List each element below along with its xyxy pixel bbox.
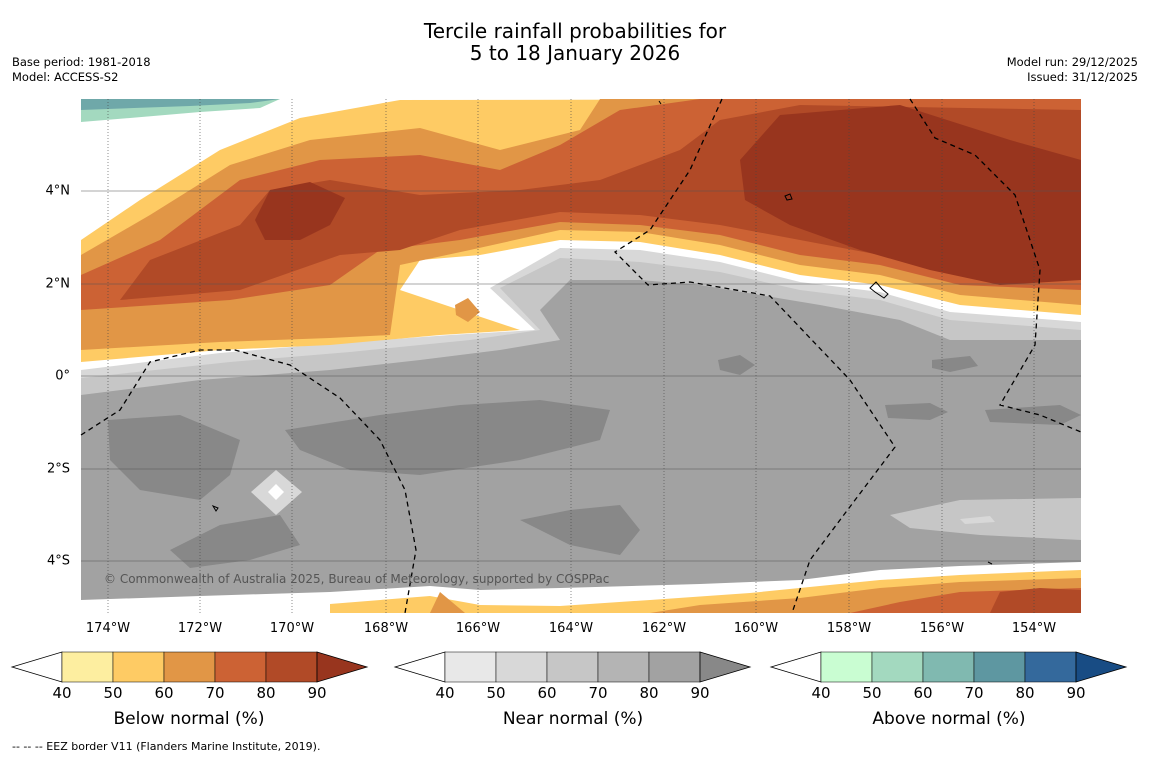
lon-label-172w: 172°W (177, 621, 223, 636)
near-normal-90-patch-5 (718, 355, 755, 375)
cb-near-tick: 90 (690, 684, 710, 702)
cb-near-swatch (495, 651, 548, 683)
colorbar-below-normal (10, 651, 369, 683)
near-normal-90-patch-7 (985, 405, 1081, 425)
issued-label: Issued: 31/12/2025 (1027, 69, 1138, 84)
bottom-below-normal-60-patch (430, 592, 465, 613)
cb-near-tick: 70 (588, 684, 608, 702)
above-normal-70-zone (81, 99, 280, 110)
model-label: Model: ACCESS-S2 (12, 69, 119, 84)
title-line-2: 5 to 18 January 2026 (469, 41, 681, 65)
cb-near-tick: 40 (435, 684, 455, 702)
lat-label-2s: 2°S (46, 461, 70, 477)
cb-near-high-arrow (699, 651, 752, 683)
lon-label-164w: 164°W (548, 621, 594, 636)
cb-above-tick: 90 (1066, 684, 1086, 702)
cb-above-tick: 50 (862, 684, 882, 702)
cb-near-swatch (597, 651, 650, 683)
metadata-right: Model run: 29/12/2025 Issued: 31/12/2025 (1007, 55, 1138, 84)
cb-near-tick: 50 (486, 684, 506, 702)
cb-near-low-arrow (393, 651, 446, 683)
above-normal-title: Above normal (%) (872, 709, 1026, 729)
no-dominant-diamond (268, 484, 284, 500)
below-normal-90-west-zone (255, 182, 345, 240)
below-normal-small-patch (455, 298, 480, 322)
cb-near-tick: 60 (537, 684, 557, 702)
colorbar-near-normal (393, 651, 752, 683)
lat-label-4s: 4°S (46, 553, 70, 569)
cb-above-swatch (922, 651, 975, 683)
near-normal-title: Near normal (%) (502, 709, 644, 729)
cb-above-tick: 70 (964, 684, 984, 702)
lon-label-174w: 174°W (85, 621, 131, 636)
copyright-notice: © Commonwealth of Australia 2025, Bureau… (104, 572, 610, 586)
cb-below-tick: 80 (256, 684, 276, 702)
cb-below-swatch (163, 651, 216, 683)
cb-below-swatch (61, 651, 114, 683)
lon-label-160w: 160°W (733, 621, 779, 636)
cb-above-swatch (820, 651, 873, 683)
base-period-label: Base period: 1981-2018 (12, 55, 151, 69)
cb-above-tick: 60 (913, 684, 933, 702)
cb-above-high-arrow (1075, 651, 1128, 683)
lat-label-equator: 0° (55, 368, 70, 384)
eez-legend-note: -- -- -- EEZ border V11 (Flanders Marine… (12, 740, 321, 753)
cb-near-swatch (546, 651, 599, 683)
lon-label-156w: 156°W (919, 621, 965, 636)
map-title: Tercile rainfall probabilities for 5 to … (0, 20, 1150, 64)
cb-below-tick: 60 (154, 684, 174, 702)
cb-near-swatch (648, 651, 701, 683)
bottom-below-normal-80-zone (990, 588, 1081, 613)
cb-below-low-arrow (10, 651, 63, 683)
cb-below-tick: 90 (307, 684, 327, 702)
below-normal-90-east-zone (740, 105, 1081, 285)
latitude-lines (81, 190, 1081, 562)
below-normal-title: Below normal (%) (113, 709, 265, 729)
lon-label-168w: 168°W (363, 621, 409, 636)
near-normal-90-patch-2 (285, 400, 610, 475)
lon-label-166w: 166°W (455, 621, 501, 636)
near-normal-90-patch-6 (885, 403, 948, 420)
cb-above-tick: 80 (1015, 684, 1035, 702)
cb-below-swatch (265, 651, 318, 683)
cb-below-tick: 40 (52, 684, 72, 702)
cb-above-swatch (1024, 651, 1077, 683)
lon-label-170w: 170°W (269, 621, 315, 636)
metadata-left: Base period: 1981-2018 Model: ACCESS-S2 (12, 55, 151, 84)
lat-label-4n: 4°N (45, 183, 71, 199)
islands (211, 100, 993, 565)
cb-above-low-arrow (769, 651, 822, 683)
lon-label-162w: 162°W (641, 621, 687, 636)
title-line-1: Tercile rainfall probabilities for (423, 19, 727, 43)
lon-label-154w: 154°W (1011, 621, 1057, 636)
cb-below-swatch (214, 651, 267, 683)
cb-near-tick: 80 (639, 684, 659, 702)
lon-label-158w: 158°W (826, 621, 872, 636)
cb-below-high-arrow (316, 651, 369, 683)
near-normal-90-patch-1 (108, 415, 240, 500)
cb-below-swatch (112, 651, 165, 683)
near-normal-90-patch-8 (932, 356, 978, 372)
cb-above-swatch (871, 651, 924, 683)
cb-below-tick: 70 (205, 684, 225, 702)
near-normal-50-patch-east (960, 516, 995, 524)
model-run-label: Model run: 29/12/2025 (1006, 55, 1138, 69)
near-normal-90-patch-3 (520, 505, 640, 555)
colorbar-above-normal (769, 651, 1128, 683)
cb-near-swatch (444, 651, 497, 683)
map-field (81, 99, 1081, 613)
eez-borders (80, 98, 1082, 614)
lat-label-2n: 2°N (45, 276, 71, 292)
cb-below-tick: 50 (103, 684, 123, 702)
cb-above-tick: 40 (811, 684, 831, 702)
cb-above-swatch (973, 651, 1026, 683)
near-normal-90-patch-4 (170, 515, 300, 568)
